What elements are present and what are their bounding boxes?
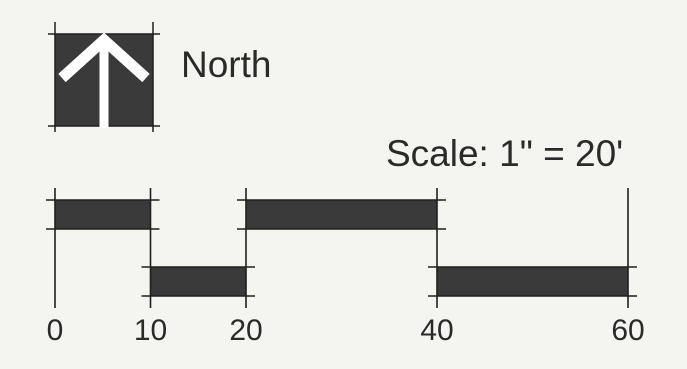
scale-tick-label-0: 0 <box>47 314 64 347</box>
scale-bar-segments <box>46 199 637 297</box>
scale-tick-label-40: 40 <box>420 314 453 347</box>
scale-segment-0-10 <box>55 200 151 229</box>
scale-segment-40-60 <box>437 267 628 296</box>
scale-tick-label-20: 20 <box>229 314 262 347</box>
north-label: North <box>181 44 271 85</box>
scale-label: Scale: 1" = 20' <box>386 133 623 174</box>
scale-segment-20-40 <box>246 200 437 229</box>
scale-bar-ticks <box>54 188 629 308</box>
scale-bar: 0 10 20 40 60 <box>46 188 645 347</box>
scale-tick-label-60: 60 <box>611 314 644 347</box>
scale-bar-tick-labels: 0 10 20 40 60 <box>47 314 645 347</box>
scale-segment-10-20 <box>150 267 246 296</box>
scale-tick-label-10: 10 <box>134 314 167 347</box>
north-arrow-icon <box>48 22 160 132</box>
